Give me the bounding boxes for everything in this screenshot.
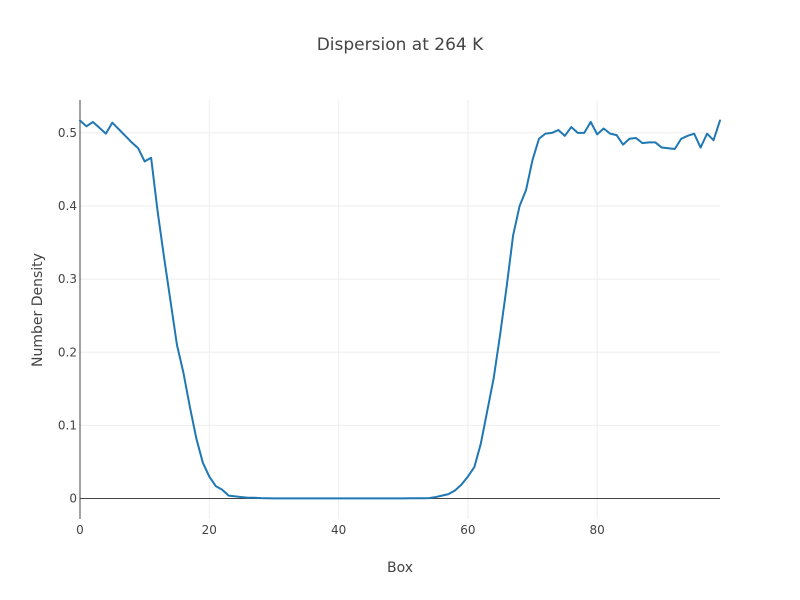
x-tick-label: 20: [202, 523, 217, 537]
y-tick-label: 0.2: [58, 345, 77, 359]
axis-layer: [79, 100, 720, 519]
x-axis-title: Box: [387, 560, 413, 576]
y-tick-label: 0.5: [58, 126, 77, 140]
tick-label-layer: 0 20 40 60 80 0 0.1 0.2 0.3 0.4 0.5: [58, 126, 605, 537]
y-tick-label: 0.4: [58, 199, 77, 213]
x-tick-label: 40: [331, 523, 346, 537]
x-tick-label: 0: [76, 523, 84, 537]
grid-layer: [80, 100, 720, 519]
y-tick-label: 0.3: [58, 272, 77, 286]
y-tick-label: 0.1: [58, 418, 77, 432]
chart-title: Dispersion at 264 K: [317, 35, 484, 55]
y-tick-label: 0: [69, 492, 77, 506]
series-layer: [79, 119, 721, 500]
y-axis-title: Number Density: [30, 253, 46, 367]
series-line: [79, 119, 721, 500]
x-tick-label: 80: [590, 523, 605, 537]
x-tick-label: 60: [460, 523, 475, 537]
